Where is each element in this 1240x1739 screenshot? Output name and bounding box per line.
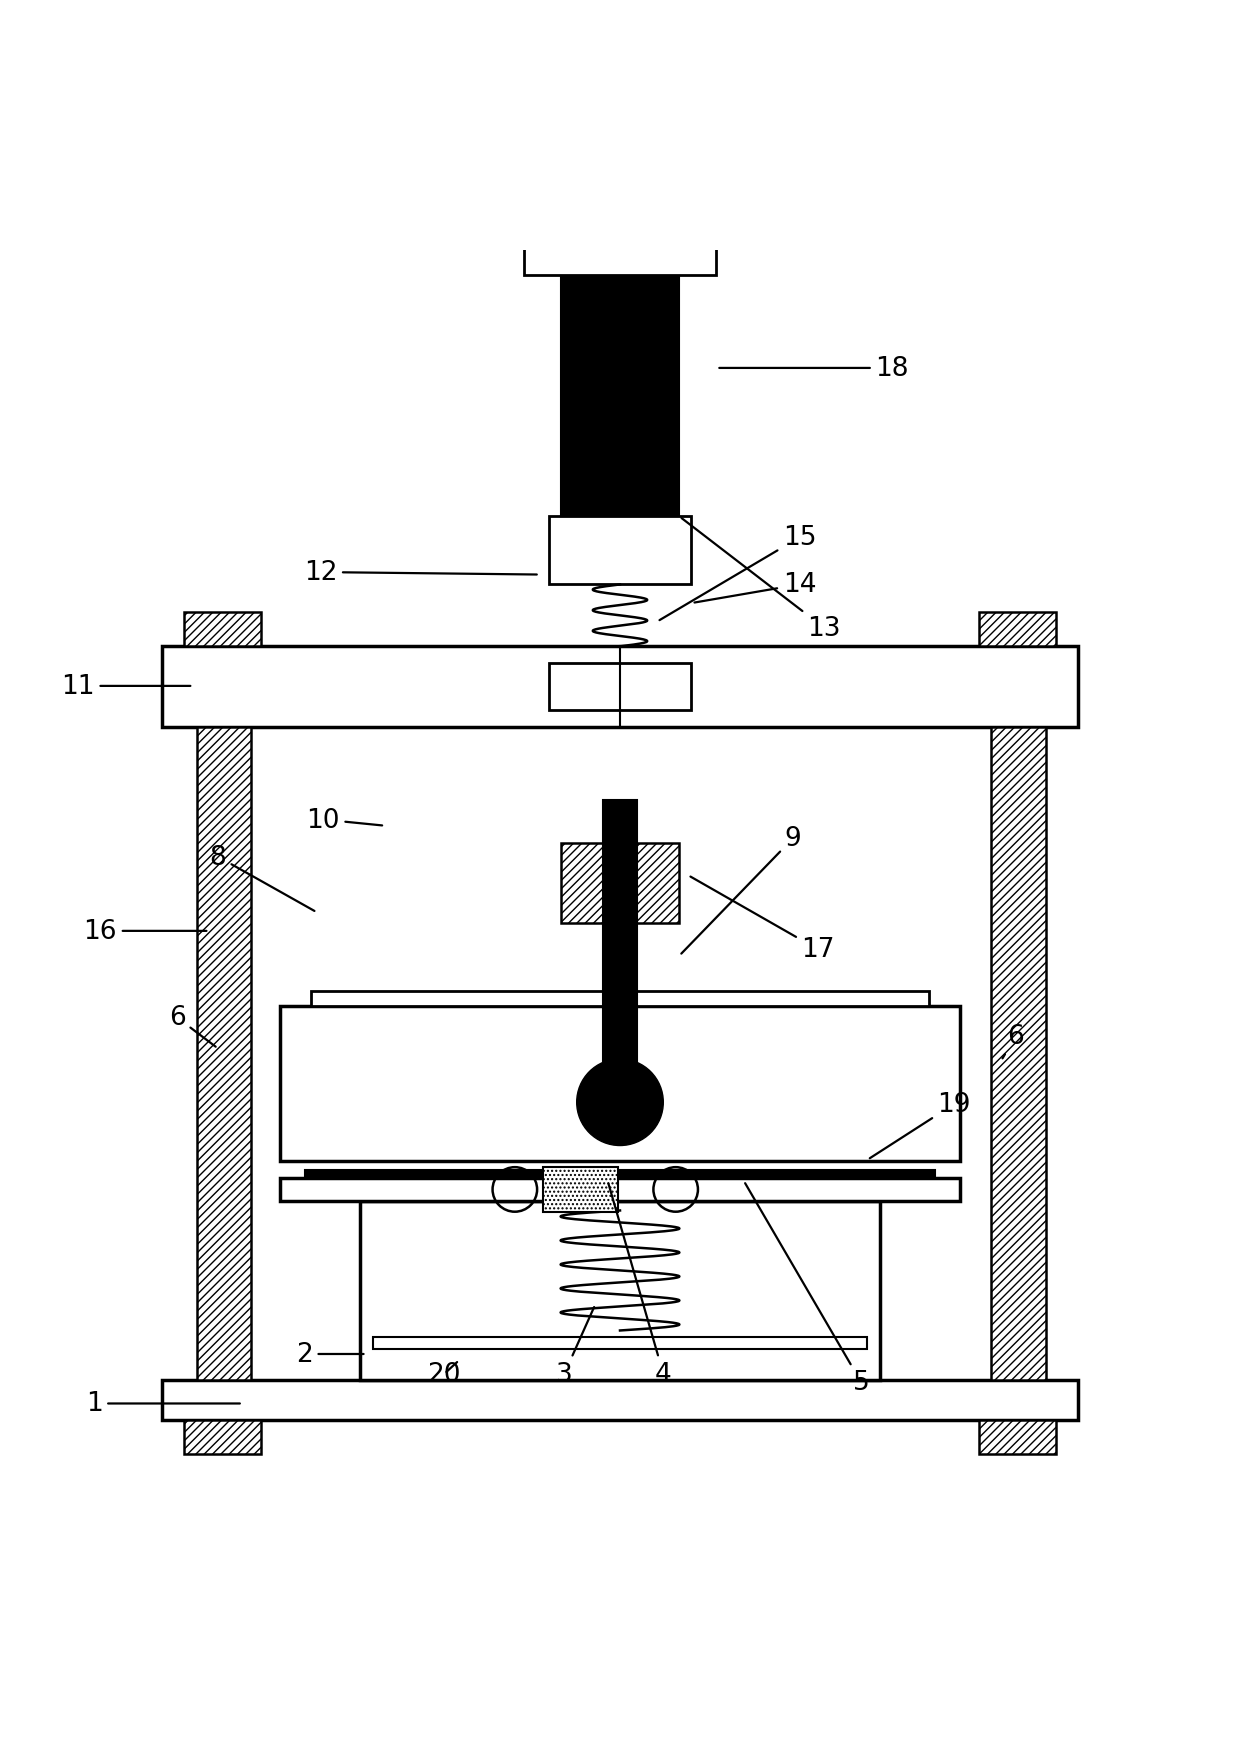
Bar — [162, 1381, 1078, 1419]
Text: 2: 2 — [296, 1341, 363, 1367]
Bar — [185, 1419, 262, 1454]
Text: 1: 1 — [86, 1391, 239, 1417]
Bar — [991, 727, 1045, 1381]
Text: 8: 8 — [210, 843, 315, 911]
Bar — [525, 230, 715, 277]
Text: 10: 10 — [306, 807, 382, 833]
Bar — [360, 1202, 880, 1381]
Text: 6: 6 — [1002, 1024, 1024, 1059]
Text: 6: 6 — [169, 1005, 216, 1047]
Bar — [543, 1167, 618, 1212]
Bar — [280, 1007, 960, 1162]
Bar — [562, 277, 678, 516]
Text: 20: 20 — [428, 1362, 461, 1388]
Bar — [549, 516, 691, 584]
Text: 19: 19 — [869, 1092, 971, 1158]
Bar — [305, 1170, 935, 1179]
Bar — [372, 1337, 868, 1349]
Text: 17: 17 — [691, 876, 835, 963]
Text: 11: 11 — [61, 673, 191, 699]
Bar — [185, 612, 262, 647]
Text: 13: 13 — [682, 518, 841, 642]
Circle shape — [577, 1059, 663, 1146]
Bar — [603, 800, 637, 1069]
Bar — [197, 727, 252, 1381]
Text: 14: 14 — [694, 572, 816, 603]
Text: 18: 18 — [719, 356, 909, 381]
Bar — [978, 1419, 1055, 1454]
Bar — [549, 664, 691, 711]
Text: 12: 12 — [304, 560, 537, 586]
Bar — [562, 843, 678, 923]
Bar — [280, 1179, 960, 1202]
Text: 16: 16 — [83, 918, 207, 944]
Text: 5: 5 — [745, 1184, 869, 1396]
Text: 3: 3 — [556, 1308, 594, 1388]
Bar — [311, 991, 929, 1007]
Bar — [162, 647, 1078, 727]
Text: 4: 4 — [609, 1184, 672, 1388]
Text: 15: 15 — [660, 525, 816, 621]
Bar — [978, 612, 1055, 647]
Text: 9: 9 — [681, 826, 801, 955]
